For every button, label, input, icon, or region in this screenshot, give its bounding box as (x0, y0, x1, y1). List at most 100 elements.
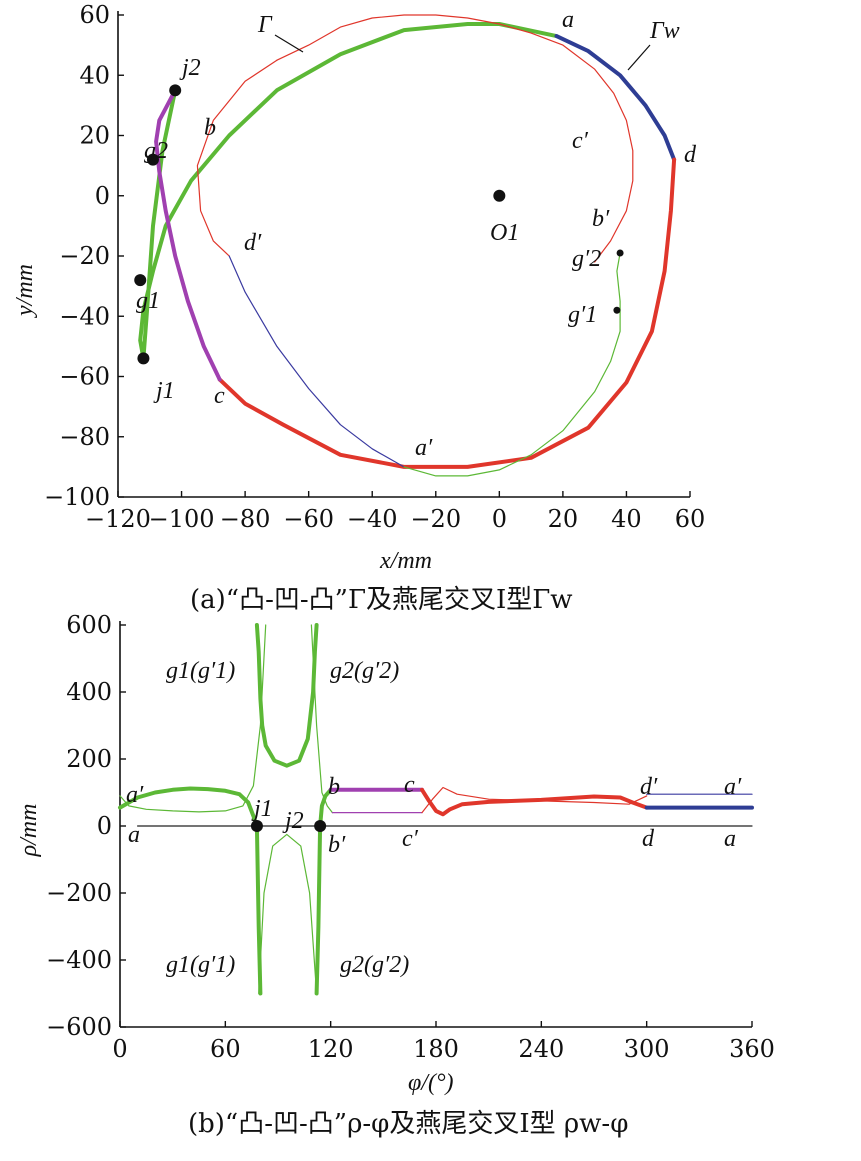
y-tick-label: 60 (79, 1, 110, 29)
series-line-2 (217, 157, 677, 469)
chart-a-annotation-2: a (562, 7, 574, 33)
chart-b-annotation-2: a′ (126, 782, 144, 808)
chart-b-annotation-4: j1 (251, 796, 273, 822)
y-tick-label: 20 (79, 122, 110, 150)
y-tick-label: −20 (59, 242, 110, 270)
point-g2 (146, 153, 159, 166)
series-line-6 (228, 255, 405, 468)
series-line-2 (314, 787, 333, 996)
series-line-4 (276, 14, 634, 263)
series-line-8 (310, 624, 333, 814)
series-line-7 (258, 833, 318, 995)
chart-b-ylabel: ρ/mm (16, 804, 42, 858)
x-tick-label: −100 (149, 505, 215, 533)
x-tick-label: 20 (548, 505, 579, 533)
chart-b-annotation-3: a (128, 822, 140, 848)
chart-b-caption: (b)“凸-凹-凸”ρ-φ及燕尾交叉Ⅰ型 ρw-φ (188, 1109, 628, 1139)
gamma-leader (274, 34, 304, 53)
y-tick-label: −100 (44, 483, 110, 511)
point-j2 (314, 820, 327, 832)
chart-a-annotation-7: g′1 (568, 302, 597, 328)
x-tick-label: 360 (729, 1035, 775, 1063)
chart-b-annotation-14: g1(g′1) (166, 952, 235, 978)
chart-b-annotation-1: g2(g′2) (330, 658, 399, 684)
chart-b-annotation-15: g2(g′2) (340, 952, 409, 978)
chart-b-annotation-9: c′ (402, 826, 419, 852)
series-line-1 (554, 34, 677, 162)
x-tick-label: −120 (85, 505, 151, 533)
y-tick-label: 0 (95, 182, 110, 210)
y-tick-label: −40 (59, 302, 110, 330)
series-line-1 (254, 623, 319, 768)
chart-b-annotation-12: a′ (724, 774, 742, 800)
y-tick-label: −400 (46, 946, 112, 974)
chart-b-annotation-7: b′ (328, 832, 346, 858)
chart-a-annotation-8: O1 (490, 220, 519, 246)
chart-a-annotation-12: b (204, 115, 216, 141)
series-line-7 (403, 252, 621, 477)
chart-a-xlabel: x/mm (379, 548, 432, 574)
x-tick-label: 0 (112, 1035, 127, 1063)
series-line-10 (421, 786, 648, 814)
chart-a-annotation-1: Γw (649, 18, 680, 44)
chart-b-xlabel: φ/(°) (408, 1070, 454, 1096)
x-tick-label: 0 (492, 505, 507, 533)
chart-b-annotation-13: a (724, 826, 736, 852)
x-tick-label: −40 (347, 505, 398, 533)
point-j2 (169, 84, 182, 97)
x-tick-label: 300 (624, 1035, 670, 1063)
chart-b-annotation-0: g1(g′1) (166, 658, 235, 684)
series-line-6 (119, 624, 267, 813)
chart-b-annotation-10: d′ (640, 774, 658, 800)
point-j1 (137, 352, 150, 365)
x-tick-label: 40 (611, 505, 642, 533)
y-tick-label: 0 (97, 812, 112, 840)
y-tick-label: −60 (59, 363, 110, 391)
chart-a-annotation-0: Γ (257, 12, 273, 38)
chart-a-annotation-14: g2 (144, 138, 168, 164)
x-tick-label: −20 (410, 505, 461, 533)
chart-a-annotation-6: g′2 (572, 246, 601, 272)
y-tick-label: 400 (66, 678, 112, 706)
x-tick-label: −60 (283, 505, 334, 533)
chart-a-annotation-16: j1 (153, 378, 175, 404)
chart-a-annotation-11: c (214, 383, 225, 409)
series-line-3 (154, 88, 222, 382)
chart-a-annotation-3: d (684, 142, 697, 168)
y-tick-label: −600 (46, 1013, 112, 1041)
chart-a-annotation-10: a′ (415, 435, 433, 461)
point-g′2 (616, 249, 624, 257)
x-tick-label: 180 (413, 1035, 459, 1063)
chart-a-caption: (a)“凸-凹-凸”Γ及燕尾交叉Ⅰ型Γw (190, 585, 573, 615)
x-tick-label: −80 (220, 505, 271, 533)
chart-b-annotation-6: b (328, 774, 340, 800)
chart-b: 0 60 120 180 240 300 360 600 400 200 0 −200 −400 −600… (46, 611, 775, 1063)
gammaw-leader (627, 44, 651, 71)
point-j1 (250, 820, 263, 832)
x-tick-label: 240 (518, 1035, 564, 1063)
chart-a-annotation-4: c′ (572, 128, 589, 154)
chart-a: −120−100 −80 −60 −40 −20 0 20 40 606040200−20−40… (44, 1, 705, 533)
y-tick-label: −200 (46, 879, 112, 907)
point-O1 (493, 189, 506, 202)
point-g1 (134, 274, 147, 287)
point-g′1 (613, 306, 621, 314)
chart-b-annotation-8: c (404, 772, 415, 798)
series-line-0 (138, 22, 559, 361)
chart-b-annotation-5: j2 (282, 808, 304, 834)
series-line-4 (420, 787, 649, 817)
y-tick-label: 200 (66, 745, 112, 773)
x-tick-label: 60 (210, 1035, 241, 1063)
chart-b-annotation-11: d (642, 826, 655, 852)
series-line-5 (196, 59, 278, 257)
chart-a-annotation-9: d′ (244, 230, 262, 256)
x-tick-label: 120 (308, 1035, 354, 1063)
chart-a-annotation-15: g1 (136, 288, 160, 314)
chart-a-annotation-5: b′ (592, 206, 610, 232)
chart-a-annotation-13: j2 (179, 55, 201, 81)
chart-a-ylabel: y/mm (12, 264, 38, 318)
y-tick-label: −80 (59, 423, 110, 451)
y-tick-label: 600 (66, 611, 112, 639)
y-tick-label: 40 (79, 61, 110, 89)
